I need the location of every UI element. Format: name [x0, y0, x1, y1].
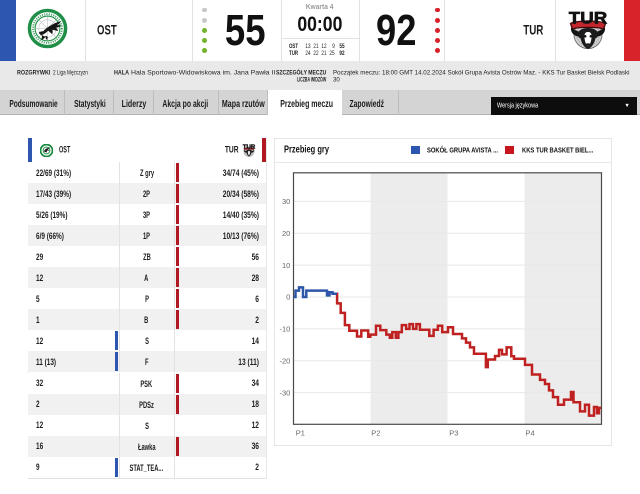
- svg-text:P2: P2: [371, 429, 380, 438]
- svg-text:-30: -30: [279, 388, 290, 397]
- svg-text:-20: -20: [279, 356, 290, 365]
- svg-text:30: 30: [282, 197, 290, 206]
- svg-text:20: 20: [282, 229, 290, 238]
- svg-text:TUR: TUR: [569, 9, 608, 28]
- svg-text:TUR: TUR: [242, 144, 255, 150]
- svg-text:0: 0: [286, 293, 290, 302]
- svg-text:P3: P3: [449, 429, 458, 438]
- svg-text:P1: P1: [296, 429, 305, 438]
- svg-text:P4: P4: [526, 429, 535, 438]
- svg-text:10: 10: [282, 261, 290, 270]
- svg-text:-10: -10: [279, 325, 290, 334]
